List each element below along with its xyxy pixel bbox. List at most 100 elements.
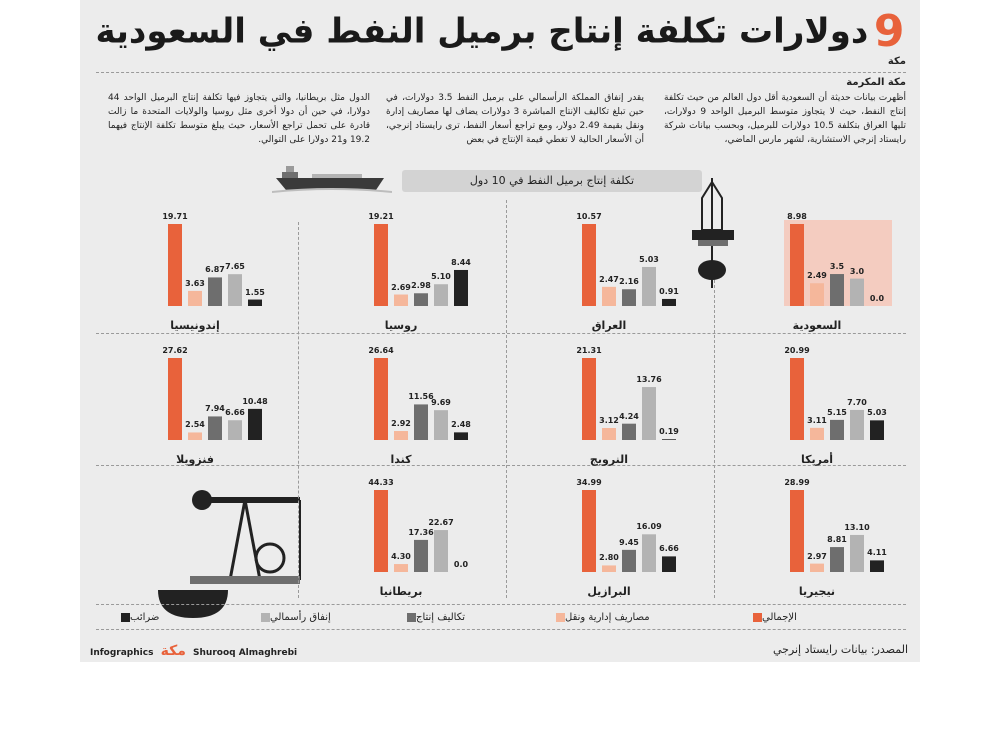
- footer-source: المصدر: بيانات رايستاد إنرجي: [772, 643, 908, 656]
- column-divider-2: [506, 200, 507, 598]
- bar-admin: [810, 563, 824, 572]
- title-number: 9: [873, 6, 905, 57]
- bar-chart: [374, 358, 468, 440]
- bar-capital: [850, 534, 864, 572]
- data-label: 3.63: [185, 278, 205, 288]
- data-label: 5.10: [431, 272, 451, 282]
- bar-capital: [228, 420, 242, 440]
- chart-indonesia: إندونيسيا 19.71 3.63 6.87 7.65 1.55: [100, 206, 290, 332]
- bar-capital: [434, 410, 448, 440]
- data-label: 2.54: [185, 420, 205, 430]
- bar-capital: [642, 534, 656, 572]
- country-label: إندونيسيا: [170, 319, 220, 332]
- data-label: 9.45: [619, 537, 639, 547]
- page-title: 9 دولارات تكلفة إنتاج برميل النفط في الس…: [80, 6, 920, 57]
- bar-chart: [784, 220, 892, 306]
- bar-taxes: [870, 560, 884, 572]
- legend-item-capital: إنفاق رأسمالي: [256, 610, 331, 624]
- data-label: 2.98: [411, 281, 431, 291]
- bar-capital: [434, 530, 448, 572]
- bar-chart: [582, 490, 676, 572]
- chart-brazil: البرازيل 34.99 2.80 9.45 16.09 6.66: [514, 472, 704, 598]
- bar-production: [830, 419, 844, 440]
- bar-chart: [790, 358, 884, 440]
- country-label: العراق: [591, 319, 627, 332]
- legend-swatch: [261, 612, 270, 622]
- infographic-panel: 9 دولارات تكلفة إنتاج برميل النفط في الس…: [80, 0, 920, 662]
- legend-label: الإجمالي: [762, 611, 797, 623]
- bar-admin: [810, 427, 824, 440]
- bar-chart: [790, 490, 884, 572]
- source-top-line2: مكة المكرمة: [846, 77, 906, 88]
- country-label: نيجيريا: [798, 585, 836, 598]
- bar-total: [790, 224, 804, 306]
- chart-saudi: السعودية 8.98 2.49 3.5 3.0 0.0: [722, 206, 912, 332]
- bar-production: [414, 539, 428, 572]
- bar-taxes: [454, 269, 468, 306]
- data-label: 6.66: [225, 408, 245, 418]
- bar-capital: [228, 274, 242, 306]
- bar-admin: [602, 427, 616, 440]
- chart-caption: تكلفة إنتاج برميل النفط في 10 دول: [402, 170, 702, 192]
- data-label: 0.0: [453, 560, 469, 569]
- data-label: 20.99: [784, 346, 810, 355]
- data-label: 2.80: [599, 553, 619, 563]
- country-label: النرويج: [589, 453, 629, 466]
- oil-rig-icon: [692, 178, 734, 288]
- chart-russia: روسيا 19.21 2.69 2.98 5.10 8.44: [306, 206, 496, 332]
- bar-admin: [394, 431, 408, 440]
- title-text: دولارات تكلفة إنتاج برميل النفط في السعو…: [95, 11, 869, 52]
- data-label: 4.30: [391, 552, 411, 562]
- country-label: فنزويلا: [176, 453, 214, 466]
- data-label: 28.99: [784, 478, 810, 487]
- data-label: 22.67: [428, 518, 454, 528]
- chart-venezuela: فنزويلا 27.62 2.54 7.94 6.66 10.48: [100, 340, 290, 466]
- oil-pump-icon: [158, 490, 301, 618]
- country-label: البرازيل: [587, 585, 631, 598]
- bar-total: [374, 490, 388, 572]
- bar-total: [374, 224, 388, 306]
- bar-chart: [374, 224, 468, 306]
- bar-production: [830, 547, 844, 572]
- legend-swatch: [121, 612, 130, 622]
- bar-admin: [394, 294, 408, 306]
- bar-admin: [602, 286, 616, 306]
- data-label: 13.76: [636, 375, 662, 385]
- data-label: 5.03: [867, 408, 887, 418]
- country-label: كندا: [390, 453, 412, 466]
- country-label: أمريكا: [800, 453, 834, 466]
- bar-capital: [642, 387, 656, 440]
- data-label: 2.16: [619, 277, 639, 287]
- chart-norway: النرويج 21.31 3.12 4.24 13.76 0.19: [514, 340, 704, 466]
- bar-capital: [850, 278, 864, 306]
- chart-legend: الإجمالي مصاريف إدارية ونقل تكاليف إنتاج…: [96, 604, 906, 630]
- country-label: بريطانيا: [379, 585, 423, 598]
- country-label: السعودية: [792, 319, 842, 332]
- column-divider-3: [714, 280, 715, 598]
- data-label: 26.64: [368, 346, 394, 355]
- data-label: 2.97: [807, 551, 827, 561]
- bar-chart: [168, 358, 262, 440]
- legend-swatch: [407, 612, 416, 622]
- legend-label: إنفاق رأسمالي: [270, 611, 331, 623]
- legend-label: تكاليف إنتاج: [416, 611, 466, 623]
- bar-production: [830, 274, 844, 306]
- data-label: 16.09: [636, 522, 662, 532]
- row-divider-1: [96, 333, 906, 334]
- data-label: 21.31: [576, 346, 602, 355]
- data-label: 7.65: [225, 262, 245, 272]
- data-label: 0.0: [869, 294, 885, 303]
- bar-total: [790, 490, 804, 572]
- data-label: 8.98: [787, 212, 807, 221]
- country-label: روسيا: [384, 319, 418, 332]
- bar-admin: [188, 290, 202, 306]
- bar-total: [374, 358, 388, 440]
- bar-taxes: [870, 420, 884, 440]
- title-divider: [96, 72, 906, 73]
- data-label: 3.12: [599, 415, 619, 425]
- data-label: 7.94: [205, 404, 225, 414]
- data-label: 27.62: [162, 346, 188, 355]
- data-label: 34.99: [576, 478, 602, 487]
- paragraph-right: أظهرت بيانات حديثة أن السعودية أقل دول ا…: [664, 93, 906, 145]
- bar-production: [208, 277, 222, 306]
